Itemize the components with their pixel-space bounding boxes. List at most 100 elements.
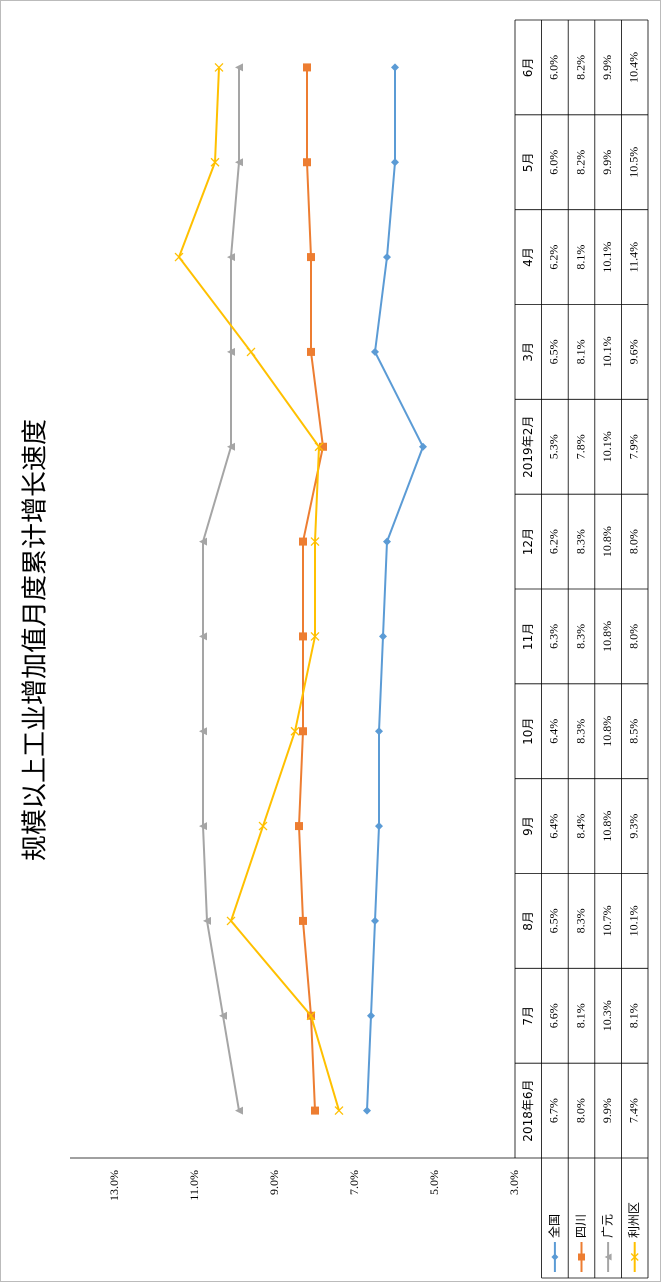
x-tick-label: 6月 bbox=[521, 58, 535, 78]
marker bbox=[219, 1011, 227, 1020]
marker bbox=[371, 347, 379, 356]
marker bbox=[307, 347, 315, 356]
table-cell: 8.0% bbox=[626, 624, 640, 649]
marker bbox=[235, 158, 243, 167]
marker bbox=[578, 1253, 585, 1261]
marker bbox=[199, 727, 207, 736]
chart-title: 规模以上工业增加值月度累计增长速度 bbox=[21, 419, 51, 861]
table-cell: 8.1% bbox=[573, 339, 587, 364]
table-cell: 10.3% bbox=[600, 1000, 614, 1031]
x-tick-label: 5月 bbox=[521, 152, 535, 172]
marker bbox=[375, 822, 383, 831]
marker bbox=[235, 63, 243, 72]
x-tick-label: 2018年6月 bbox=[521, 1079, 535, 1141]
series-line bbox=[177, 67, 340, 1111]
marker bbox=[290, 726, 300, 736]
table-cell: 10.5% bbox=[626, 147, 640, 178]
table-cell: 8.3% bbox=[573, 624, 587, 649]
table-cell: 6.5% bbox=[547, 339, 561, 364]
table-cell: 8.2% bbox=[573, 150, 587, 175]
marker bbox=[174, 252, 184, 262]
marker bbox=[299, 537, 307, 546]
table-cell: 8.4% bbox=[573, 814, 587, 839]
marker bbox=[227, 253, 235, 262]
marker bbox=[299, 632, 307, 641]
marker bbox=[551, 1253, 559, 1261]
table-cell: 6.3% bbox=[547, 624, 561, 649]
table-cell: 8.3% bbox=[573, 529, 587, 554]
table-cell: 11.4% bbox=[626, 242, 640, 273]
y-tick-label: 7.0% bbox=[347, 1170, 361, 1195]
table-cell: 6.4% bbox=[547, 719, 561, 744]
marker bbox=[383, 253, 391, 262]
marker bbox=[203, 916, 211, 925]
x-tick-label: 4月 bbox=[521, 247, 535, 267]
marker bbox=[307, 253, 315, 262]
series-line bbox=[297, 67, 325, 1111]
series-line bbox=[202, 67, 240, 1111]
x-tick-label: 11月 bbox=[521, 623, 535, 650]
x-tick-label: 3月 bbox=[521, 342, 535, 362]
table-cell: 9.9% bbox=[600, 1098, 614, 1123]
table-cell: 10.7% bbox=[600, 905, 614, 936]
marker bbox=[199, 822, 207, 831]
table-cell: 8.3% bbox=[573, 719, 587, 744]
marker bbox=[371, 916, 379, 925]
table-cell: 6.0% bbox=[547, 150, 561, 175]
table-cell: 7.8% bbox=[573, 434, 587, 459]
marker bbox=[210, 157, 220, 167]
table-cell: 8.5% bbox=[626, 719, 640, 744]
marker bbox=[227, 347, 235, 356]
marker bbox=[391, 158, 399, 167]
table-cell: 10.4% bbox=[626, 52, 640, 83]
table-cell: 9.6% bbox=[626, 339, 640, 364]
table-cell: 9.9% bbox=[600, 150, 614, 175]
x-tick-label: 9月 bbox=[521, 816, 535, 836]
marker bbox=[319, 442, 327, 451]
y-tick-label: 3.0% bbox=[507, 1170, 521, 1195]
marker bbox=[246, 347, 256, 357]
table-cell: 6.6% bbox=[547, 1003, 561, 1028]
marker bbox=[199, 632, 207, 641]
marker bbox=[226, 916, 236, 926]
marker bbox=[419, 442, 427, 451]
table-cell: 10.1% bbox=[600, 242, 614, 273]
marker bbox=[299, 916, 307, 925]
table-cell: 8.0% bbox=[573, 1098, 587, 1123]
marker bbox=[303, 158, 311, 167]
table-cell: 8.1% bbox=[573, 245, 587, 270]
table-cell: 8.2% bbox=[573, 55, 587, 80]
marker bbox=[375, 727, 383, 736]
table-cell: 9.9% bbox=[600, 55, 614, 80]
table-cell: 6.0% bbox=[547, 55, 561, 80]
marker bbox=[235, 1106, 243, 1115]
table-cell: 10.1% bbox=[600, 336, 614, 367]
marker bbox=[258, 821, 268, 831]
x-tick-label: 12月 bbox=[521, 528, 535, 555]
marker bbox=[310, 537, 320, 547]
table-cell: 10.1% bbox=[626, 905, 640, 936]
table-cell: 7.4% bbox=[626, 1098, 640, 1123]
table-cell: 5.3% bbox=[547, 434, 561, 459]
marker bbox=[367, 1011, 375, 1020]
table-cell: 6.5% bbox=[547, 908, 561, 933]
table-cell: 8.1% bbox=[573, 1003, 587, 1028]
marker bbox=[199, 537, 207, 546]
table-cell: 6.2% bbox=[547, 245, 561, 270]
table-cell: 6.7% bbox=[547, 1098, 561, 1123]
x-tick-label: 7月 bbox=[521, 1006, 535, 1026]
marker bbox=[295, 822, 303, 831]
table-cell: 10.8% bbox=[600, 716, 614, 747]
y-tick-label: 13.0% bbox=[107, 1170, 121, 1201]
marker bbox=[379, 632, 387, 641]
x-tick-label: 2019年2月 bbox=[521, 416, 535, 478]
marker bbox=[630, 1253, 639, 1261]
marker bbox=[363, 1106, 371, 1115]
table-cell: 6.2% bbox=[547, 529, 561, 554]
marker bbox=[303, 63, 311, 72]
table-cell: 10.1% bbox=[600, 431, 614, 462]
table-cell: 9.3% bbox=[626, 814, 640, 839]
marker bbox=[334, 1106, 344, 1116]
